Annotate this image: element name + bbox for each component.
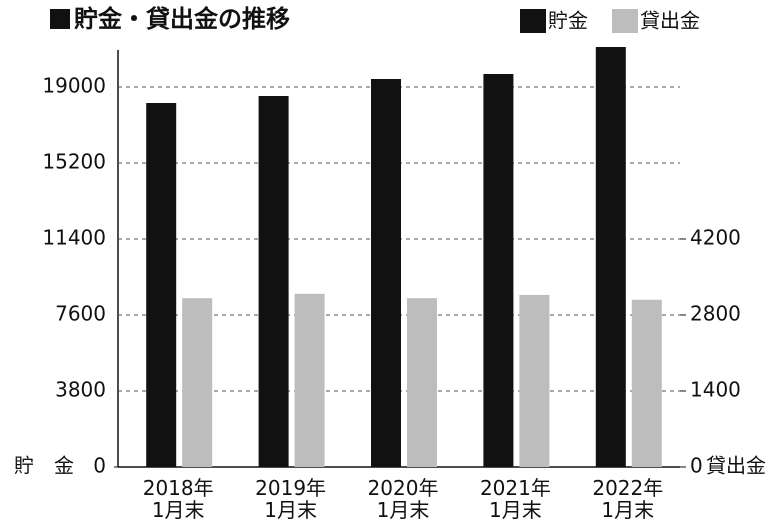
bar [146,103,177,467]
chart-title: 貯金・貸出金の推移 [74,5,290,33]
y2-tick-label: 2800 [690,302,741,326]
x-tick-label: 2018年 1月末 [142,476,214,522]
y2-tick-label: 4200 [690,226,741,250]
legend-label: 貯金 [548,9,588,33]
x-tick-label: 2021年 1月末 [479,476,551,522]
y-tick-label: 11400 [42,226,106,250]
legend-swatch [612,9,638,33]
y2-tick-label: 1400 [690,378,741,402]
bar [483,74,514,467]
bar [294,293,325,467]
title-icon [50,9,70,29]
y-tick-label: 0 [93,454,106,478]
y-tick-label: 7600 [55,302,106,326]
legend-swatch [520,9,546,33]
x-tick-label: 2020年 1月末 [367,476,439,522]
y2-axis-label: 貸出金 [706,454,766,478]
y-tick-label: 15200 [42,150,106,174]
bar [519,294,550,467]
y-tick-label: 3800 [55,378,106,402]
x-tick-label: 2019年 1月末 [255,476,327,522]
bar [595,47,626,467]
y2-tick-label: 0 [690,454,703,478]
bar [182,298,213,467]
y-tick-label: 19000 [42,74,106,98]
legend-label: 貸出金 [640,9,700,33]
bar [258,96,289,467]
y-axis-label: 貯 金 [14,454,74,478]
bar [371,79,401,467]
x-tick-label: 2022年 1月末 [592,476,664,522]
bar [407,298,437,467]
bar [631,299,662,467]
